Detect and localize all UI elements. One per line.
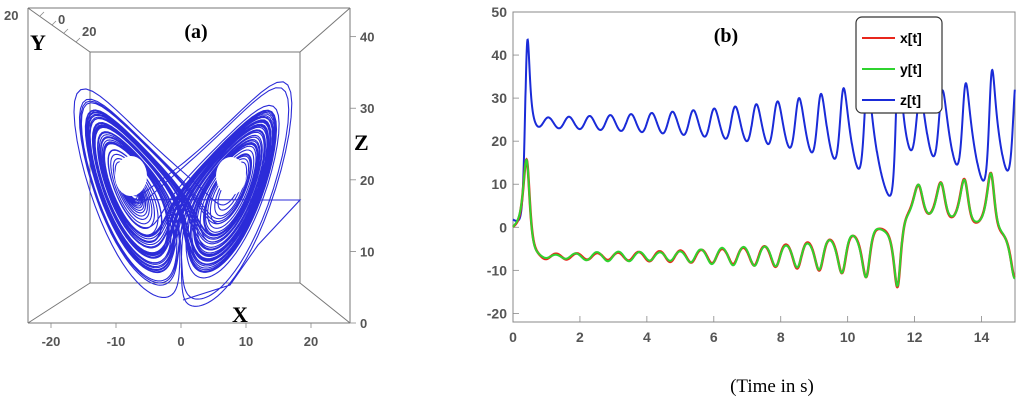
x-axis-label-time: (Time in s) xyxy=(730,376,814,397)
x-tick-label-b: 2 xyxy=(576,329,584,345)
panel-b-time-series: -20 -10 0 10 20 30 40 50 0 2 4 6 8 10 12 14 (b) x[t] y… xyxy=(487,4,1016,397)
panel-a-label: (a) xyxy=(184,21,207,43)
x-tick-label-b: 8 xyxy=(777,329,785,345)
x-tick-label-b: 12 xyxy=(907,329,923,345)
box-wireframe xyxy=(27,7,351,324)
x-tick-label-a: 20 xyxy=(304,334,318,349)
panel-b-label: (b) xyxy=(714,25,738,47)
y-tick-label-b: -20 xyxy=(487,305,507,321)
y-ticks-b: -20 -10 0 10 20 30 40 50 xyxy=(487,4,519,321)
x-tick-label-a: -10 xyxy=(107,334,126,349)
attractor-right-hole xyxy=(216,157,246,195)
series-z-line xyxy=(512,38,1016,222)
x-tick-label-a: 10 xyxy=(239,334,253,349)
legend: x[t] y[t] z[t] xyxy=(855,16,943,114)
attractor-curve xyxy=(73,81,302,307)
attractor-left-hole xyxy=(115,156,147,196)
legend-label-z: z[t] xyxy=(900,92,921,108)
y-tick-0: 0 xyxy=(58,12,65,27)
z-tick-label: 30 xyxy=(360,101,374,116)
x-ticks-b: 0 2 4 6 8 10 12 14 xyxy=(509,316,990,345)
axis-label-x: X xyxy=(232,302,248,327)
axis-label-y: Y xyxy=(30,30,46,55)
y-tick-label-b: 10 xyxy=(491,176,507,192)
y-tick-label-b: 20 xyxy=(491,133,507,149)
x-tick-label-a: -20 xyxy=(42,334,61,349)
series-y-line xyxy=(512,158,1016,288)
y-axis-ticks xyxy=(39,11,81,43)
legend-label-y: y[t] xyxy=(900,61,922,77)
y-tick-label-b: 30 xyxy=(491,90,507,106)
z-tick-label: 20 xyxy=(360,173,374,188)
y-tick-20-a: 20 xyxy=(4,8,18,23)
x-tick-label-b: 4 xyxy=(643,329,651,345)
y-tick-label-b: 40 xyxy=(491,47,507,63)
x-tick-label-b: 14 xyxy=(974,329,990,345)
axis-label-z: Z xyxy=(354,130,369,155)
x-tick-label-b: 0 xyxy=(509,329,517,345)
z-tick-label: 0 xyxy=(360,316,367,331)
legend-box xyxy=(855,16,943,114)
y-tick-label-b: 0 xyxy=(499,219,507,235)
x-tick-label-b: 10 xyxy=(840,329,856,345)
x-ticks-a: -20 -10 0 10 20 xyxy=(42,323,318,349)
x-tick-label-b: 6 xyxy=(710,329,718,345)
legend-label-x: x[t] xyxy=(900,30,922,46)
z-ticks: 0 10 20 30 40 xyxy=(350,30,374,331)
y-tick-label-b: -10 xyxy=(487,262,507,278)
y-tick-20-b: 20 xyxy=(82,24,96,39)
panel-a-3d-attractor: (a) Y Z X 20 0 20 0 10 20 30 40 -20 -10 0 10 20 xyxy=(4,7,374,349)
x-tick-label-a: 0 xyxy=(177,334,184,349)
z-tick-label: 10 xyxy=(360,244,374,259)
y-tick-label-b: 50 xyxy=(491,4,507,20)
z-tick-label: 40 xyxy=(360,30,374,45)
